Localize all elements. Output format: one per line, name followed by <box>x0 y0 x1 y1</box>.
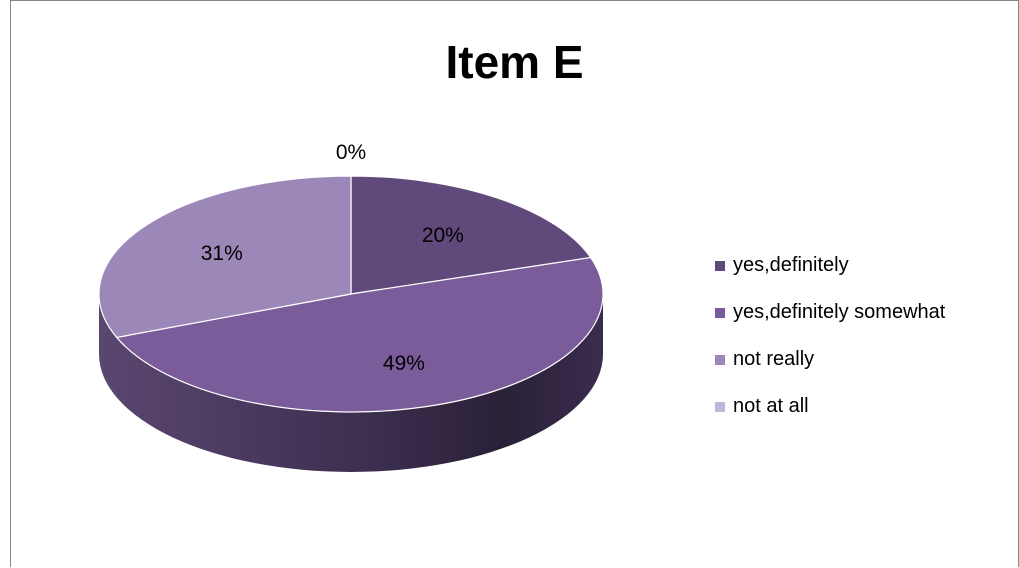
legend-item-yes-definitely-somewhat: yes,definitely somewhat <box>715 301 946 323</box>
pie-side-wall <box>99 294 603 472</box>
legend-label: not at all <box>733 395 809 417</box>
legend-item-not-at-all: not at all <box>715 395 945 417</box>
data-label-not-at-all: 0% <box>336 141 366 164</box>
legend-swatch <box>715 354 725 365</box>
legend-label: yes,definitely somewhat <box>733 301 946 323</box>
data-label-yes-definitely: 20% <box>422 224 464 247</box>
chart-title: Item E <box>445 36 584 88</box>
legend-label: yes,definitely <box>733 254 849 276</box>
pie-chart: 20% 49% 31% 0% <box>98 141 604 472</box>
pie-slice-yes-definitely <box>350 175 592 295</box>
legend-swatch <box>715 307 725 318</box>
chart-frame: Item E 20% 49% 31% 0% yes,definitely yes,def… <box>10 0 1019 567</box>
legend-item-not-really: not really <box>715 348 945 370</box>
legend-item-yes-definitely: yes,definitely <box>715 254 945 276</box>
data-label-yes-definitely-somewhat: 49% <box>383 352 425 375</box>
pie-slice-not-really <box>98 175 352 339</box>
pie-slice-yes-definitely-somewhat <box>115 256 604 413</box>
legend-swatch <box>715 260 725 271</box>
data-label-not-really: 31% <box>201 242 243 265</box>
legend: yes,definitely yes,definitely somewhat not… <box>715 254 946 443</box>
legend-label: not really <box>733 348 815 370</box>
legend-swatch <box>715 401 725 412</box>
